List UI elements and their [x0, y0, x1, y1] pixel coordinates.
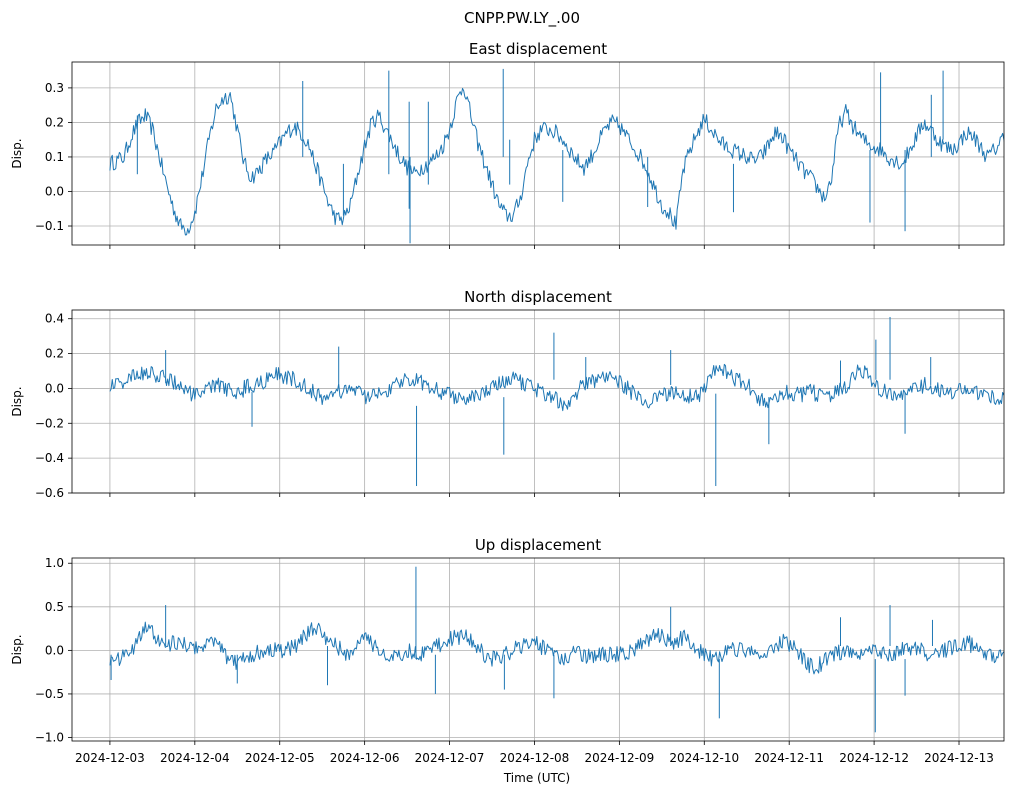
x-tick-label: 2024-12-06: [330, 751, 400, 765]
x-tick-label: 2024-12-03: [75, 751, 145, 765]
x-axis-label: Time (UTC): [503, 771, 570, 785]
plot-area: [109, 316, 1004, 487]
x-tick-label: 2024-12-13: [924, 751, 994, 765]
figure-suptitle: CNPP.PW.LY_.00: [464, 9, 580, 28]
panel-1: −0.1 0.0 0.1 0.2 0.3 East displacement Disp.: [10, 40, 1005, 249]
panel-title: Up displacement: [475, 536, 601, 554]
y-tick-label: 0.2: [45, 347, 64, 361]
x-tick-label: 2024-12-07: [415, 751, 485, 765]
series-line: [109, 87, 1004, 236]
y-axis-label: Disp.: [10, 386, 24, 416]
y-tick-label: 0.0: [45, 184, 64, 198]
plot-area: [109, 566, 1004, 733]
y-tick-label: 1.0: [45, 556, 64, 570]
y-tick-label: −0.1: [35, 219, 64, 233]
series-line: [109, 363, 1004, 412]
y-axis-label: Disp.: [10, 634, 24, 664]
x-tick-label: 2024-12-05: [245, 751, 315, 765]
panel-title: North displacement: [464, 288, 612, 306]
y-tick-label: −1.0: [35, 731, 64, 745]
y-tick-label: 0.4: [45, 312, 64, 326]
y-tick-label: 0.1: [45, 150, 64, 164]
x-tick-label: 2024-12-10: [669, 751, 739, 765]
x-tick-label: 2024-12-09: [584, 751, 654, 765]
plot-area: [109, 68, 1004, 244]
y-tick-label: 0.0: [45, 381, 64, 395]
y-tick-label: 0.5: [45, 600, 64, 614]
y-tick-label: −0.4: [35, 451, 64, 465]
y-tick-label: −0.5: [35, 687, 64, 701]
x-tick-label: 2024-12-12: [839, 751, 909, 765]
y-tick-label: −0.6: [35, 486, 64, 500]
axes-frame: [71, 309, 1005, 494]
x-tick-label: 2024-12-11: [754, 751, 824, 765]
panel-title: East displacement: [469, 40, 607, 58]
panel-3: 2024-12-03 2024-12-04 2024-12-05 2024-12-06…: [10, 536, 1005, 765]
axes-frame: [71, 557, 1005, 742]
series-line: [109, 621, 1004, 675]
axes-frame: [71, 61, 1005, 246]
x-tick-label: 2024-12-04: [160, 751, 230, 765]
y-tick-label: 0.0: [45, 643, 64, 657]
y-axis-label: Disp.: [10, 138, 24, 168]
x-tick-label: 2024-12-08: [500, 751, 570, 765]
y-tick-label: −0.2: [35, 416, 64, 430]
y-tick-label: 0.2: [45, 115, 64, 129]
panel-2: −0.6 −0.4 −0.2 0.0 0.2 0.4 North displacement D…: [10, 288, 1005, 500]
y-tick-label: 0.3: [45, 81, 64, 95]
